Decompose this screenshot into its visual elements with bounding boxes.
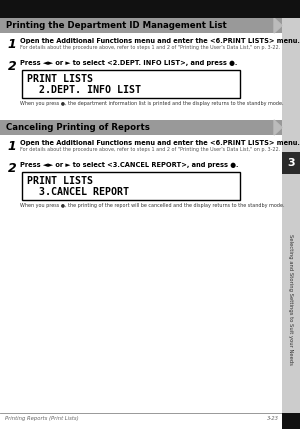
- Bar: [0, 18, 282, 33]
- Bar: [22, 172, 240, 200]
- Text: 2.DEPT. INFO LIST: 2.DEPT. INFO LIST: [27, 85, 141, 95]
- Text: PRINT LISTS: PRINT LISTS: [27, 74, 93, 84]
- Text: Press ◄► or ► to select <2.DEPT. INFO LIST>, and press ●.: Press ◄► or ► to select <2.DEPT. INFO LI…: [20, 60, 237, 66]
- Text: PRINT LISTS: PRINT LISTS: [27, 176, 93, 186]
- Text: Selecting and Storing Settings to Suit your Needs: Selecting and Storing Settings to Suit y…: [289, 235, 293, 366]
- Bar: [282, 0, 300, 429]
- Text: 3: 3: [287, 158, 295, 168]
- Text: Canceling Printing of Reports: Canceling Printing of Reports: [6, 123, 150, 132]
- Polygon shape: [274, 120, 282, 135]
- Text: Open the Additional Functions menu and enter the <6.PRINT LISTS> menu.: Open the Additional Functions menu and e…: [20, 38, 300, 44]
- Text: When you press ●, the department information list is printed and the display ret: When you press ●, the department informa…: [20, 101, 284, 106]
- Bar: [0, 0, 300, 18]
- Text: When you press ●, the printing of the report will be cancelled and the display r: When you press ●, the printing of the re…: [20, 203, 284, 208]
- Bar: [282, 413, 300, 429]
- Text: Open the Additional Functions menu and enter the <6.PRINT LISTS> menu.: Open the Additional Functions menu and e…: [20, 140, 300, 146]
- Text: 1: 1: [8, 140, 16, 153]
- Text: 3.CANCEL REPORT: 3.CANCEL REPORT: [27, 187, 129, 197]
- Text: 2: 2: [8, 60, 16, 73]
- Text: Printing the Department ID Management List: Printing the Department ID Management Li…: [6, 21, 227, 30]
- Text: 2: 2: [8, 162, 16, 175]
- Text: 1: 1: [8, 38, 16, 51]
- Text: 3-23: 3-23: [267, 416, 279, 421]
- Text: Press ◄► or ► to select <3.CANCEL REPORT>, and press ●.: Press ◄► or ► to select <3.CANCEL REPORT…: [20, 162, 238, 168]
- Text: Printing Reports (Print Lists): Printing Reports (Print Lists): [5, 416, 79, 421]
- Polygon shape: [274, 18, 282, 33]
- Text: For details about the procedure above, refer to steps 1 and 2 of "Printing the U: For details about the procedure above, r…: [20, 45, 280, 51]
- Text: For details about the procedure above, refer to steps 1 and 2 of "Printing the U: For details about the procedure above, r…: [20, 148, 280, 152]
- Bar: [0, 120, 282, 135]
- Bar: [282, 152, 300, 174]
- Bar: [22, 70, 240, 98]
